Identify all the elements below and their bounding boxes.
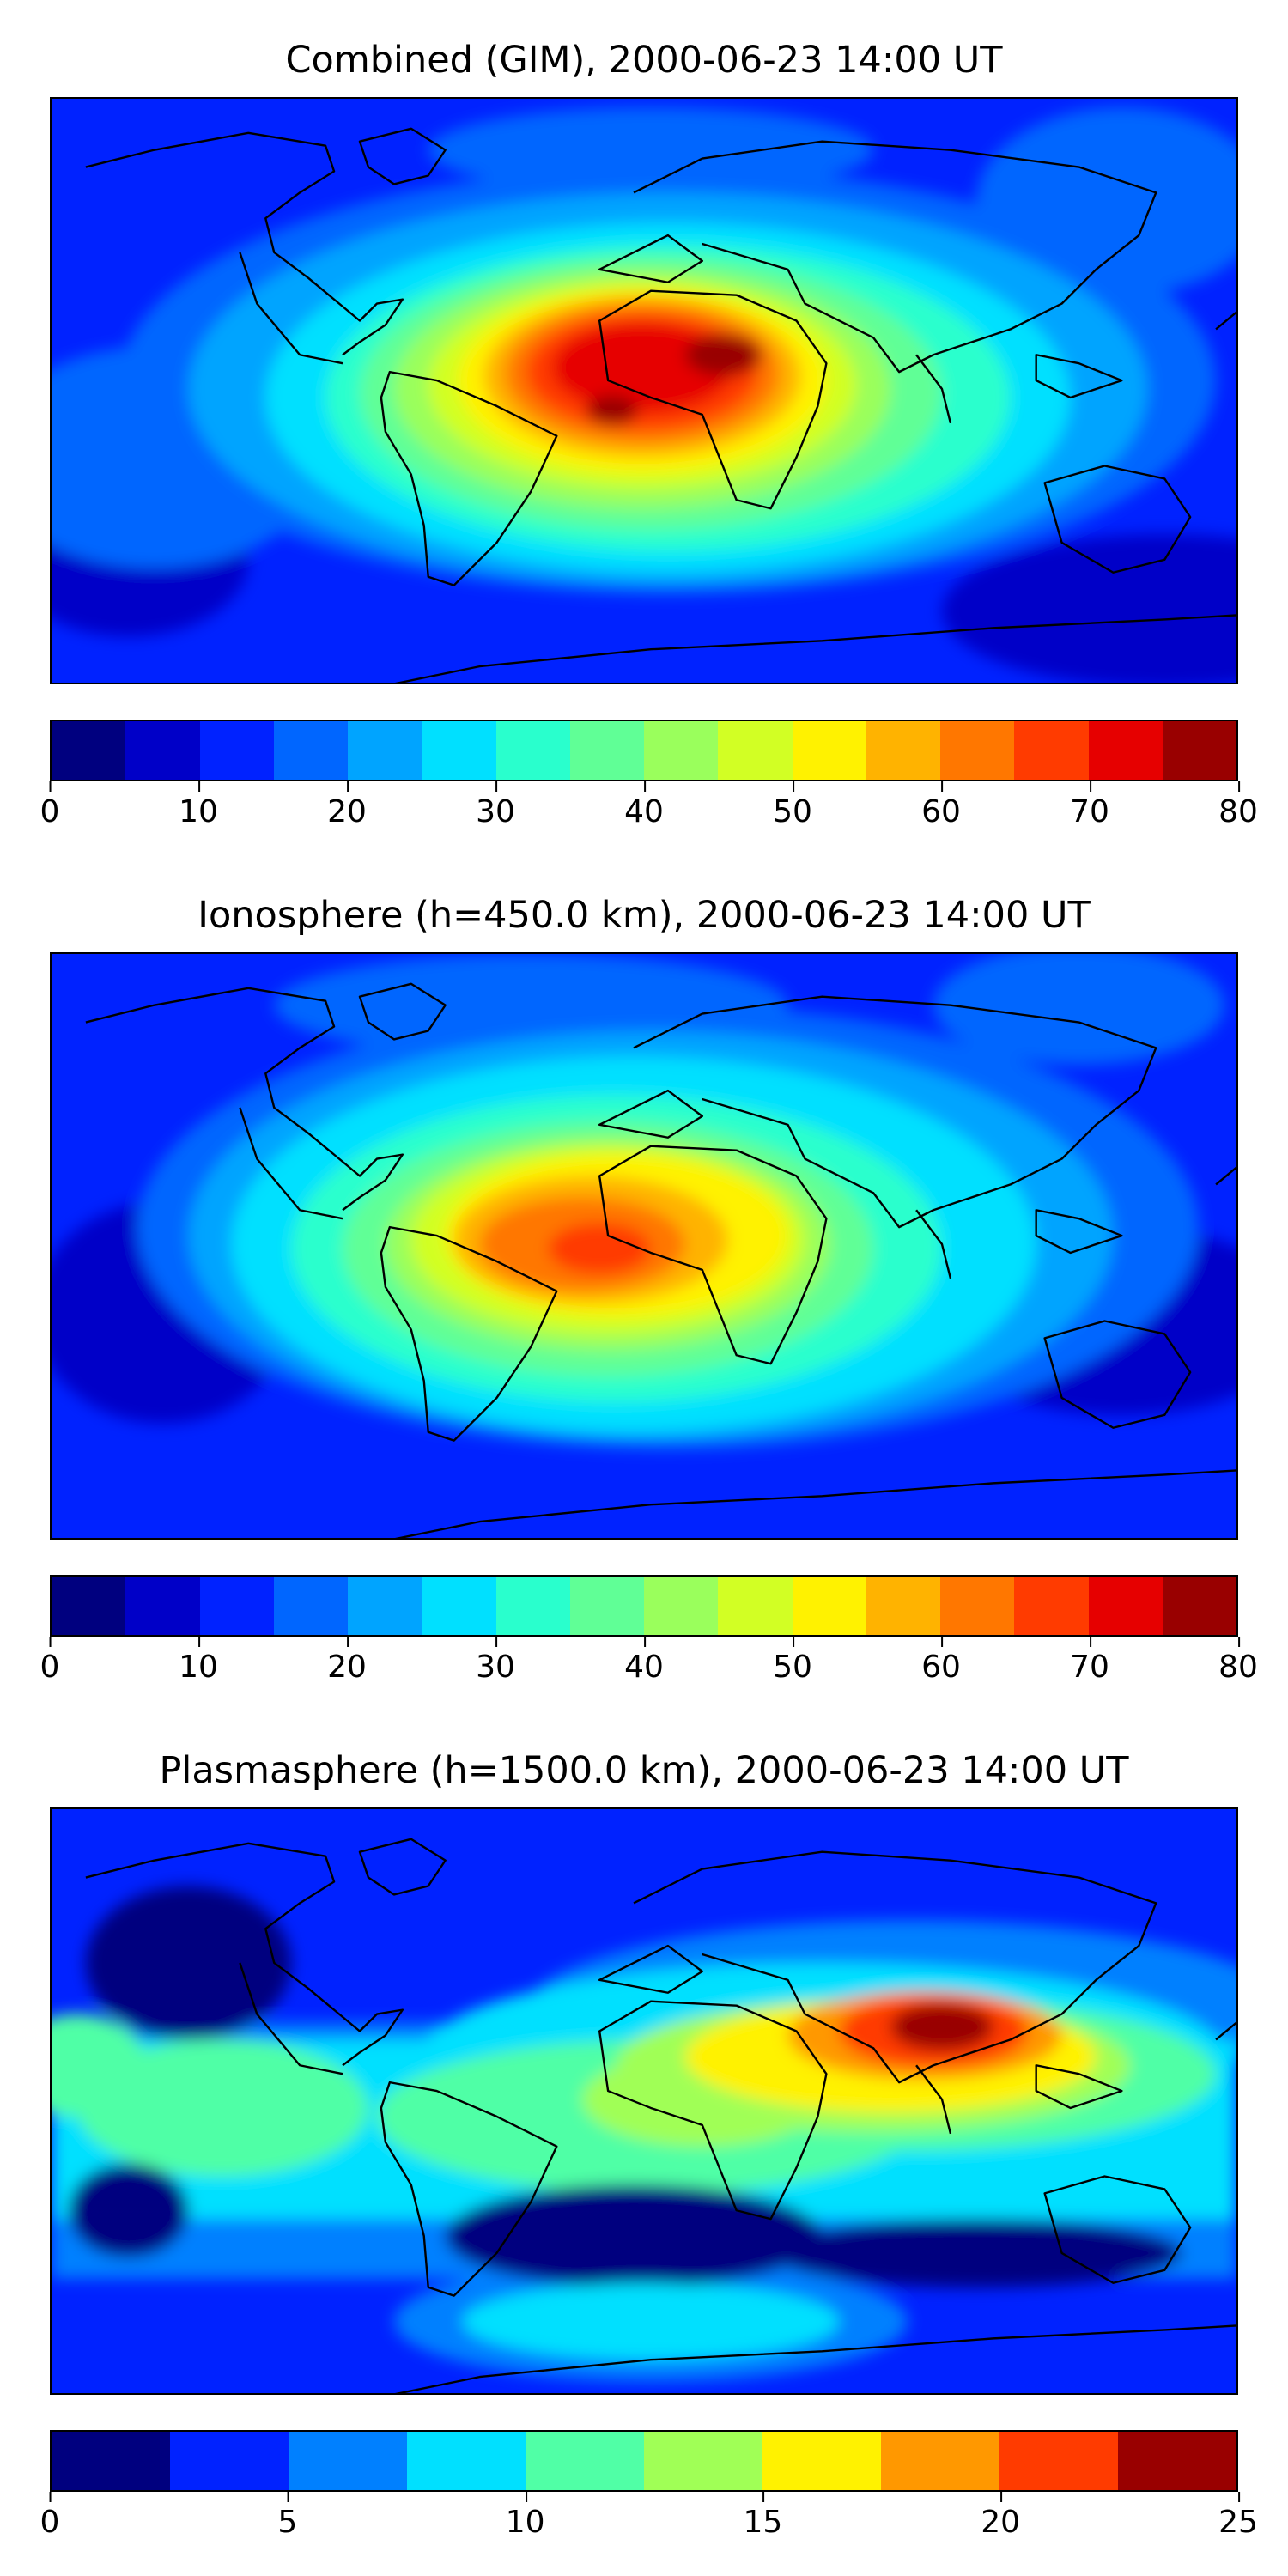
colorbar-segment — [999, 2432, 1118, 2490]
colorbar-tick-label: 30 — [476, 781, 515, 829]
colorbar-segment — [273, 1577, 348, 1635]
colorbar-tick-label: 0 — [39, 781, 60, 829]
colorbar-segment — [495, 1577, 570, 1635]
colorbar-segment — [644, 721, 719, 780]
panel1-coastlines — [85, 127, 1236, 683]
panel1-map — [50, 97, 1238, 684]
colorbar-segment — [289, 2432, 407, 2490]
colorbar-tick-label: 40 — [624, 1637, 664, 1685]
colorbar-segment — [718, 721, 793, 780]
colorbar-segment — [125, 1577, 200, 1635]
colorbar-tick-label: 5 — [277, 2492, 298, 2540]
panel1-map-svg — [52, 99, 1236, 683]
colorbar-tick-label: 10 — [179, 1637, 218, 1685]
colorbar-tick-label: 25 — [1218, 2492, 1258, 2540]
colorbar-tick-label: 70 — [1070, 1637, 1109, 1685]
colorbar-segment — [866, 1577, 940, 1635]
panel2-colorbar-ticks: 0 10 20 30 40 50 60 70 80 — [40, 1637, 1258, 1692]
colorbar-segment — [1014, 721, 1089, 780]
colorbar-segment — [170, 2432, 289, 2490]
colorbar-tick-label: 80 — [1218, 1637, 1258, 1685]
colorbar-segment — [1014, 1577, 1089, 1635]
panel2-title: Ionosphere (h=450.0 km), 2000-06-23 14:0… — [197, 894, 1091, 937]
colorbar-segment — [940, 721, 1015, 780]
colorbar-tick-label: 10 — [179, 781, 218, 829]
panel1-contours — [52, 106, 1236, 683]
colorbar-segment — [1088, 1577, 1163, 1635]
colorbar-segment — [125, 721, 200, 780]
colorbar-segment — [1118, 2432, 1236, 2490]
colorbar-segment — [940, 1577, 1015, 1635]
panel1-colorbar — [50, 720, 1238, 781]
colorbar-tick-label: 60 — [921, 1637, 961, 1685]
colorbar-segment — [199, 721, 274, 780]
panel3-colorbar-ticks: 0 5 10 15 20 25 — [40, 2492, 1258, 2547]
panel2-map — [50, 952, 1238, 1540]
colorbar-segment — [526, 2432, 644, 2490]
colorbar-tick-label: 20 — [327, 1637, 367, 1685]
colorbar-segment — [569, 1577, 644, 1635]
colorbar-segment — [348, 1577, 422, 1635]
colorbar-segment — [407, 2432, 526, 2490]
colorbar-segment — [569, 721, 644, 780]
colorbar-segment — [644, 1577, 719, 1635]
colorbar-tick-label: 80 — [1218, 781, 1258, 829]
panel3-map-svg — [52, 1809, 1236, 2393]
colorbar-tick-label: 20 — [981, 2492, 1021, 2540]
panel3-coastlines — [85, 1838, 1236, 2393]
colorbar-segment — [348, 721, 422, 780]
panel1-colorbar-ticks: 0 10 20 30 40 50 60 70 80 — [40, 781, 1258, 836]
panel2-map-svg — [52, 954, 1236, 1538]
colorbar-segment — [792, 1577, 866, 1635]
panel2-coastlines — [85, 982, 1236, 1538]
panel1-title: Combined (GIM), 2000-06-23 14:00 UT — [285, 39, 1003, 82]
panel2-colorbar — [50, 1575, 1238, 1637]
colorbar-segment — [881, 2432, 999, 2490]
colorbar-segment — [422, 721, 496, 780]
colorbar-segment — [495, 721, 570, 780]
colorbar-segment — [718, 1577, 793, 1635]
colorbar-segment — [199, 1577, 274, 1635]
colorbar-segment — [1162, 1577, 1236, 1635]
colorbar-tick-label: 60 — [921, 781, 961, 829]
colorbar-tick-label: 30 — [476, 1637, 515, 1685]
panel2-contours — [52, 954, 1236, 1449]
colorbar-segment — [52, 1577, 126, 1635]
colorbar-segment — [1162, 721, 1236, 780]
colorbar-tick-label: 50 — [773, 1637, 812, 1685]
colorbar-tick-label: 50 — [773, 781, 812, 829]
colorbar-segment — [1088, 721, 1163, 780]
colorbar-segment — [422, 1577, 496, 1635]
panel3-title: Plasmasphere (h=1500.0 km), 2000-06-23 1… — [159, 1749, 1129, 1792]
panel3-colorbar — [50, 2430, 1238, 2492]
colorbar-tick-label: 0 — [39, 2492, 60, 2540]
colorbar-tick-label: 15 — [743, 2492, 783, 2540]
colorbar-tick-label: 20 — [327, 781, 367, 829]
colorbar-segment — [52, 721, 126, 780]
colorbar-segment — [644, 2432, 762, 2490]
colorbar-segment — [52, 2432, 170, 2490]
colorbar-segment — [273, 721, 348, 780]
colorbar-tick-label: 70 — [1070, 781, 1109, 829]
colorbar-tick-label: 0 — [39, 1637, 60, 1685]
colorbar-tick-label: 40 — [624, 781, 664, 829]
colorbar-tick-label: 10 — [505, 2492, 545, 2540]
colorbar-segment — [866, 721, 940, 780]
colorbar-segment — [762, 2432, 881, 2490]
panel3-map — [50, 1807, 1238, 2395]
colorbar-segment — [792, 721, 866, 780]
